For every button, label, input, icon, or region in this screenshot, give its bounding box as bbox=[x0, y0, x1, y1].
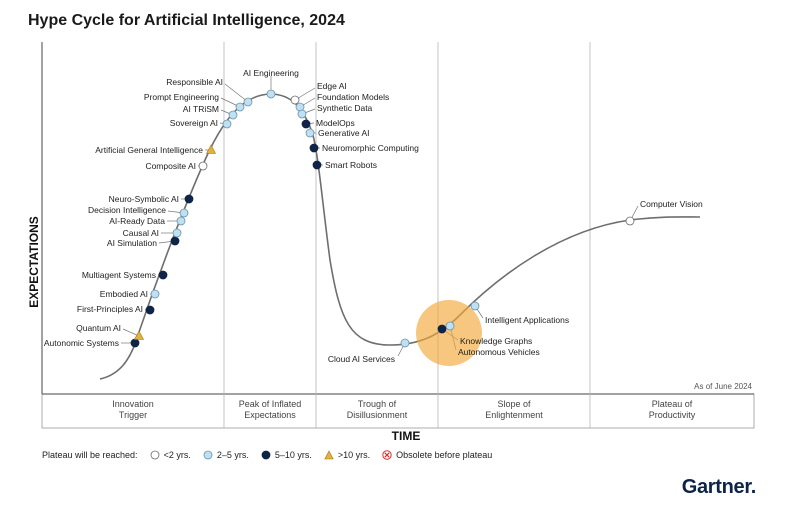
marker-edge-ai bbox=[290, 95, 300, 105]
label-decision-intelligence: Decision Intelligence bbox=[88, 205, 166, 215]
label-artificial-general-intelligence: Artificial General Intelligence bbox=[95, 145, 203, 155]
marker-intelligent-applications bbox=[470, 301, 480, 311]
hype-curve bbox=[99, 93, 701, 380]
phase-label-5: Plateau of Productivity bbox=[649, 399, 696, 420]
marker-quantum-ai bbox=[134, 330, 144, 340]
label-modelops: ModelOps bbox=[316, 118, 355, 128]
marker-embodied-ai bbox=[150, 289, 160, 299]
label-autonomous-vehicles: Autonomous Vehicles bbox=[458, 347, 540, 357]
phase-labels: Innovation Trigger Peak of Inflated Expecta… bbox=[112, 399, 696, 420]
label-generative-ai: Generative AI bbox=[318, 128, 370, 138]
label-synthetic-data: Synthetic Data bbox=[317, 103, 373, 113]
y-axis-title: EXPECTATIONS bbox=[27, 216, 41, 308]
leader-quantum-ai bbox=[122, 328, 140, 337]
label-sovereign-ai: Sovereign AI bbox=[170, 118, 218, 128]
phase-label-2: Peak of Inflated Expectations bbox=[239, 399, 302, 420]
marker-first-principles-ai bbox=[145, 305, 155, 315]
marker-cloud-ai-services bbox=[400, 338, 410, 348]
plot-frame bbox=[41, 42, 755, 429]
marker-neuromorphic-computing bbox=[309, 143, 319, 153]
legend-marker-gt10 bbox=[324, 450, 334, 460]
legend-item-2to5: 2–5 yrs. bbox=[203, 450, 249, 460]
label-ai-ready-data: AI-Ready Data bbox=[109, 216, 165, 226]
label-neuromorphic-computing: Neuromorphic Computing bbox=[322, 143, 419, 153]
marker-generative-ai bbox=[305, 128, 315, 138]
label-prompt-engineering: Prompt Engineering bbox=[144, 92, 219, 102]
marker-ai-simulation bbox=[170, 236, 180, 246]
point-labels: Autonomic Systems Quantum AI First-Princip… bbox=[44, 68, 703, 364]
label-autonomic-systems: Autonomic Systems bbox=[44, 338, 119, 348]
gartner-logo: Gartner. bbox=[681, 476, 757, 498]
marker-decision-intelligence bbox=[179, 208, 189, 218]
data-points bbox=[130, 89, 635, 366]
marker-smart-robots bbox=[312, 160, 322, 170]
marker-sovereign-ai bbox=[222, 119, 232, 129]
label-multiagent-systems: Multiagent Systems bbox=[82, 270, 156, 280]
legend-item-gt10: >10 yrs. bbox=[324, 450, 370, 460]
as-of-note: As of June 2024 bbox=[694, 382, 752, 391]
legend-marker-5to10 bbox=[261, 450, 271, 460]
marker-composite-ai bbox=[198, 161, 208, 171]
label-knowledge-graphs: Knowledge Graphs bbox=[460, 336, 532, 346]
marker-responsible-ai bbox=[243, 97, 253, 107]
label-embodied-ai: Embodied AI bbox=[100, 289, 148, 299]
legend-marker-2to5 bbox=[203, 450, 213, 460]
marker-prompt-engineering bbox=[235, 102, 245, 112]
marker-synthetic-data bbox=[297, 109, 307, 119]
marker-autonomous-vehicles bbox=[445, 321, 455, 331]
marker-ai-trism bbox=[228, 110, 238, 120]
legend-item-obsolete: Obsolete before plateau bbox=[382, 450, 492, 460]
marker-ai-ready-data bbox=[176, 216, 186, 226]
label-causal-ai: Causal AI bbox=[123, 228, 159, 238]
label-ai-engineering: AI Engineering bbox=[243, 68, 299, 78]
label-edge-ai: Edge AI bbox=[317, 81, 347, 91]
legend-item-lt2: <2 yrs. bbox=[150, 450, 191, 460]
marker-ai-engineering bbox=[266, 89, 276, 99]
leader-responsible-ai bbox=[224, 83, 249, 103]
phase-label-4: Slope of Enlightenment bbox=[485, 399, 543, 420]
label-ai-trism: AI TRiSM bbox=[183, 104, 219, 114]
label-first-principles-ai: First-Principles AI bbox=[77, 304, 143, 314]
label-ai-simulation: AI Simulation bbox=[107, 238, 157, 248]
legend-item-5to10: 5–10 yrs. bbox=[261, 450, 312, 460]
legend-marker-lt2 bbox=[150, 450, 159, 460]
label-cloud-ai-services: Cloud AI Services bbox=[328, 354, 395, 364]
marker-autonomic-systems bbox=[130, 338, 140, 348]
highlight-circle bbox=[416, 300, 482, 366]
label-smart-robots: Smart Robots bbox=[325, 160, 377, 170]
marker-multiagent-systems bbox=[158, 270, 168, 280]
label-computer-vision: Computer Vision bbox=[640, 199, 703, 209]
label-neuro-symbolic-ai: Neuro-Symbolic AI bbox=[109, 194, 179, 204]
marker-computer-vision bbox=[625, 216, 635, 226]
legend-title: Plateau will be reached: bbox=[42, 450, 138, 460]
phase-label-1: Innovation Trigger bbox=[112, 399, 154, 420]
label-responsible-ai: Responsible AI bbox=[166, 77, 223, 87]
label-quantum-ai: Quantum AI bbox=[76, 323, 121, 333]
marker-causal-ai bbox=[172, 228, 182, 238]
label-composite-ai: Composite AI bbox=[145, 161, 196, 171]
legend-marker-obsolete bbox=[382, 450, 392, 460]
marker-knowledge-graphs bbox=[437, 324, 447, 334]
phase-dividers bbox=[223, 42, 591, 428]
legend: Plateau will be reached: <2 yrs. 2–5 yrs… bbox=[42, 450, 492, 460]
x-axis-title: TIME bbox=[392, 429, 421, 443]
marker-modelops bbox=[301, 119, 311, 129]
label-intelligent-applications: Intelligent Applications bbox=[485, 315, 569, 325]
chart-title: Hype Cycle for Artificial Intelligence, … bbox=[28, 12, 345, 29]
marker-neuro-symbolic-ai bbox=[184, 194, 194, 204]
label-foundation-models: Foundation Models bbox=[317, 92, 389, 102]
marker-artificial-general-intelligence bbox=[206, 144, 216, 154]
phase-label-3: Trough of Disillusionment bbox=[347, 399, 408, 420]
